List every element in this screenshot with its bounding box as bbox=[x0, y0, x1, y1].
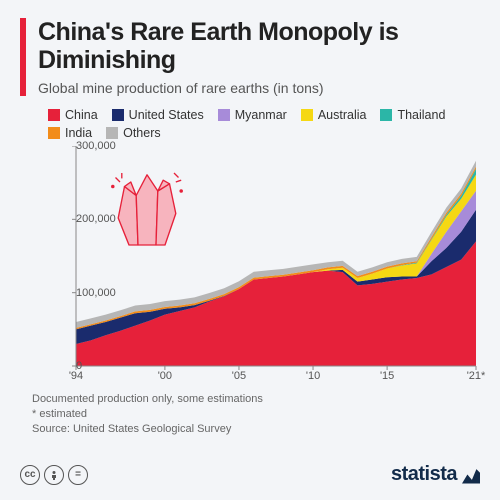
source: Source: United States Geological Survey bbox=[32, 422, 480, 437]
accent-bar bbox=[20, 18, 26, 96]
legend-item: Thailand bbox=[380, 108, 445, 122]
nd-icon: = bbox=[68, 465, 88, 485]
legend-item: United States bbox=[112, 108, 204, 122]
legend-item: India bbox=[48, 126, 92, 140]
legend-label: Australia bbox=[318, 108, 367, 122]
bottom-bar: cc = statista bbox=[20, 463, 480, 486]
legend-label: Thailand bbox=[397, 108, 445, 122]
legend-swatch bbox=[218, 109, 230, 121]
logo-text: statista bbox=[391, 463, 457, 486]
footnote-2: * estimated bbox=[32, 407, 480, 422]
license-icons: cc = bbox=[20, 465, 88, 485]
legend-label: United States bbox=[129, 108, 204, 122]
legend-swatch bbox=[106, 127, 118, 139]
legend-label: Myanmar bbox=[235, 108, 287, 122]
legend-item: China bbox=[48, 108, 98, 122]
x-tick-label: '05 bbox=[232, 370, 246, 382]
x-tick-label: '00 bbox=[158, 370, 172, 382]
legend-label: India bbox=[65, 126, 92, 140]
legend-swatch bbox=[112, 109, 124, 121]
legend-item: Myanmar bbox=[218, 108, 287, 122]
legend-swatch bbox=[48, 127, 60, 139]
cc-icon: cc bbox=[20, 465, 40, 485]
legend-item: Australia bbox=[301, 108, 367, 122]
footnote-1: Documented production only, some estimat… bbox=[32, 392, 480, 407]
statista-logo: statista bbox=[391, 463, 480, 486]
legend: China United States Myanmar Australia Thaila… bbox=[48, 108, 480, 140]
x-tick-label: '10 bbox=[306, 370, 320, 382]
x-tick-label: '15 bbox=[380, 370, 394, 382]
legend-swatch bbox=[48, 109, 60, 121]
title-block: China's Rare Earth Monopoly is Diminishi… bbox=[38, 18, 480, 96]
by-icon bbox=[44, 465, 64, 485]
legend-label: Others bbox=[123, 126, 161, 140]
legend-item: Others bbox=[106, 126, 161, 140]
subtitle: Global mine production of rare earths (i… bbox=[38, 80, 480, 96]
chart: 0100,000200,000300,000 '94'00'05'10'15'2… bbox=[30, 146, 478, 386]
header: China's Rare Earth Monopoly is Diminishi… bbox=[20, 18, 480, 96]
legend-label: China bbox=[65, 108, 98, 122]
x-tick-label: '21* bbox=[467, 370, 486, 382]
x-tick-label: '94 bbox=[69, 370, 83, 382]
stacked-area-svg bbox=[30, 146, 478, 386]
logo-mark-icon bbox=[462, 466, 480, 484]
footnotes: Documented production only, some estimat… bbox=[32, 392, 480, 437]
legend-swatch bbox=[301, 109, 313, 121]
legend-swatch bbox=[380, 109, 392, 121]
title: China's Rare Earth Monopoly is Diminishi… bbox=[38, 18, 480, 74]
